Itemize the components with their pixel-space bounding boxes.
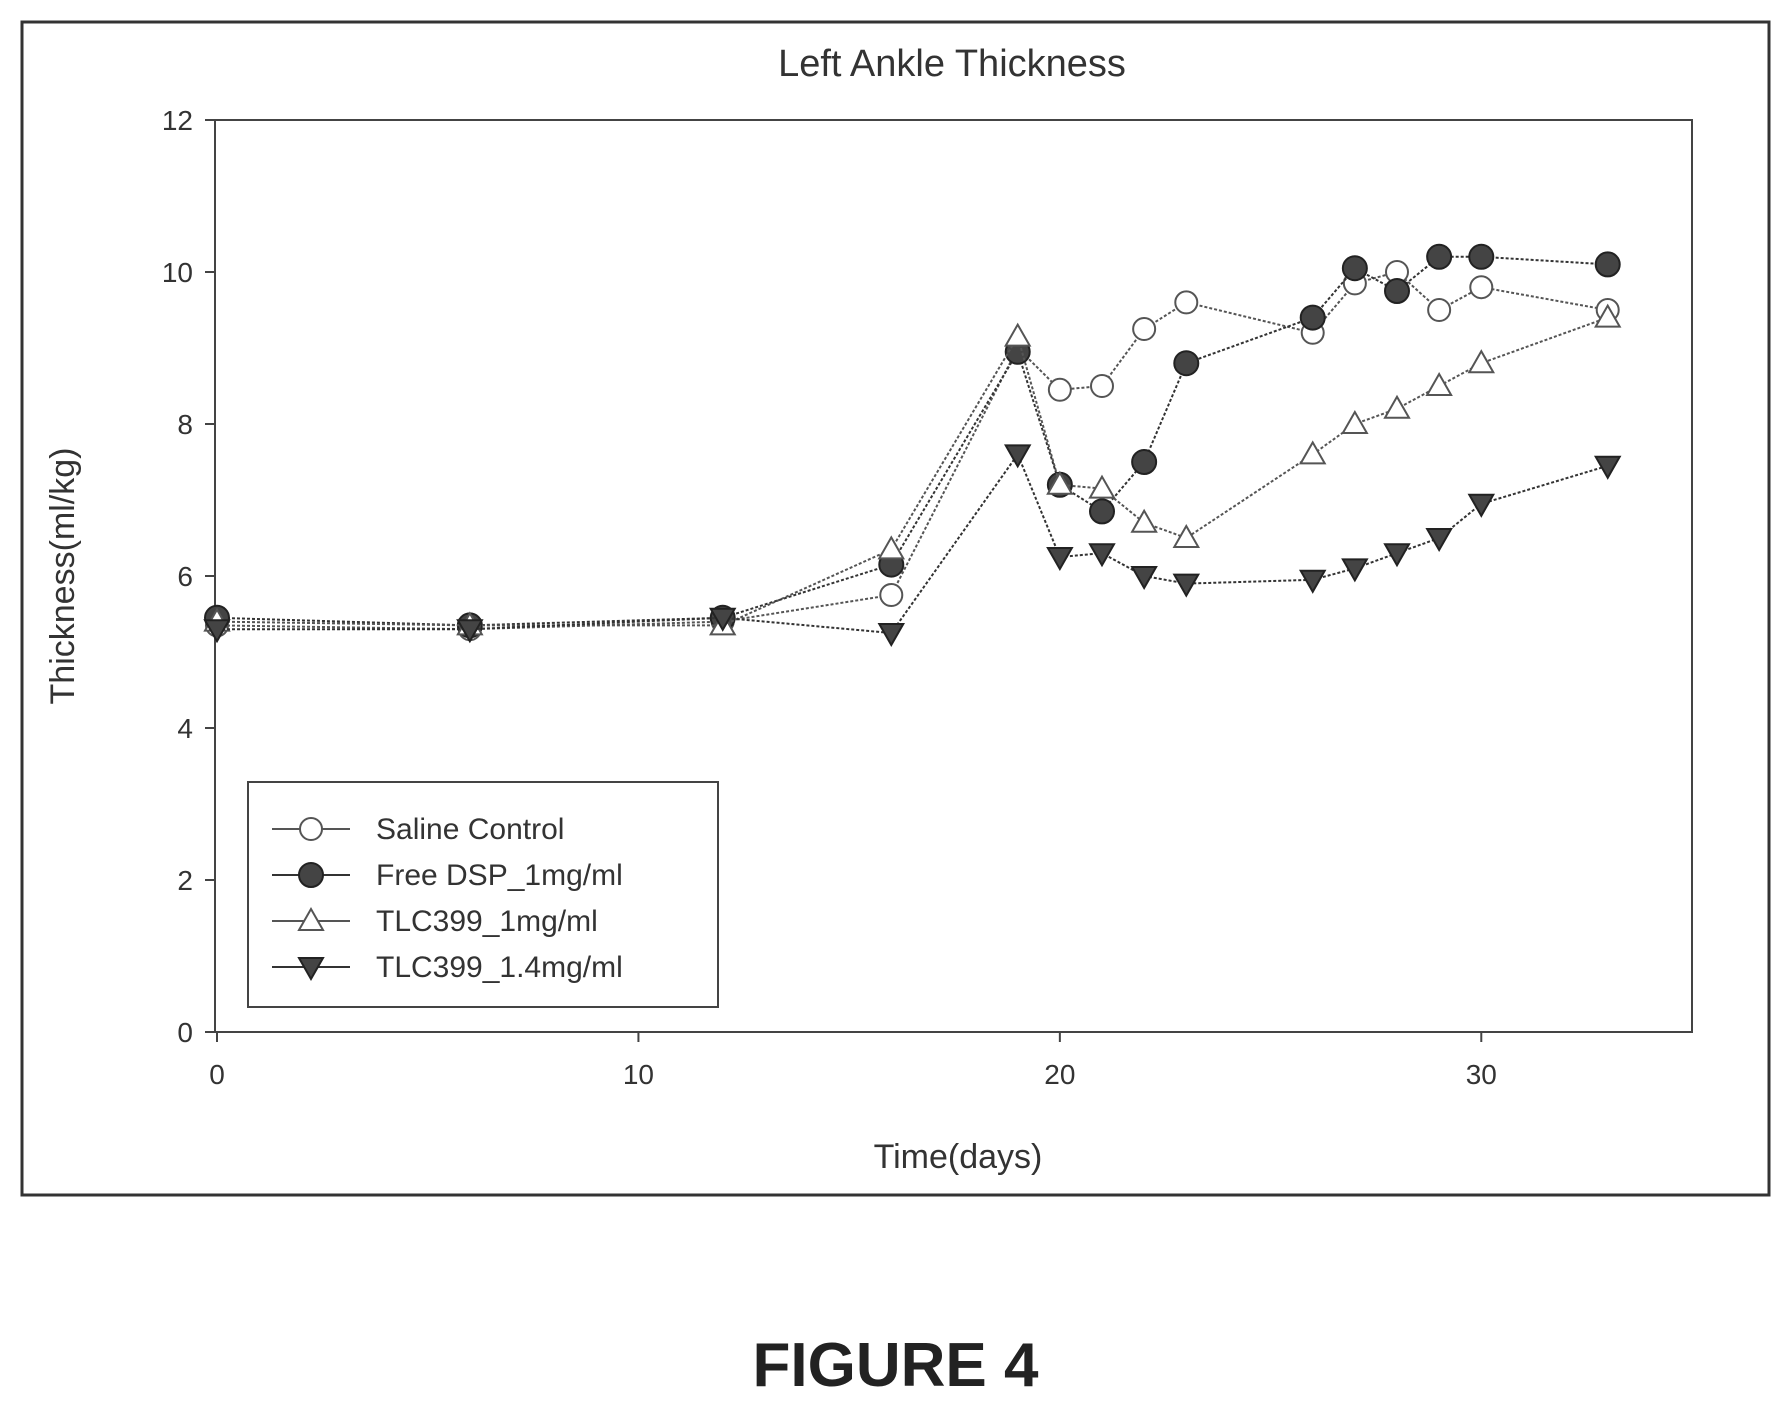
legend-item: Free DSP_1mg/ml — [272, 859, 623, 892]
data-point — [1003, 322, 1032, 347]
figure-frame — [20, 20, 1771, 1197]
legend-marker — [298, 862, 324, 888]
data-point — [708, 607, 737, 632]
data-point — [1173, 350, 1200, 377]
data-point — [1383, 394, 1411, 419]
data-point — [1046, 547, 1074, 572]
data-point — [1131, 449, 1158, 475]
legend-item: TLC399_1.4mg/ml — [272, 951, 623, 984]
data-point — [1088, 474, 1116, 499]
y-tick-label: 10 — [162, 257, 193, 288]
legend-label: TLC399_1mg/ml — [376, 905, 598, 938]
series-4 — [203, 444, 1622, 648]
data-point — [1467, 349, 1496, 374]
data-point — [877, 535, 906, 560]
data-point — [1090, 374, 1114, 398]
y-axis-label: Thickness(ml/kg) — [44, 448, 82, 705]
data-point — [1467, 493, 1496, 518]
data-point — [1341, 558, 1369, 583]
y-tick-label: 2 — [177, 865, 193, 896]
legend-box — [247, 781, 719, 1008]
data-point — [1047, 377, 1072, 402]
legend-item: Saline Control — [272, 813, 564, 846]
data-point — [1425, 528, 1453, 553]
series-line — [216, 316, 1609, 627]
data-point — [1341, 409, 1369, 434]
data-point — [1132, 317, 1157, 341]
series-1 — [205, 260, 1620, 642]
data-point — [879, 583, 904, 607]
data-point — [456, 619, 484, 644]
data-point — [1046, 470, 1074, 495]
series-line — [216, 255, 1608, 627]
data-point — [203, 619, 231, 644]
data-point — [1426, 243, 1453, 270]
legend-item: TLC399_1mg/ml — [272, 905, 598, 938]
y-tick-label: 0 — [177, 1017, 193, 1048]
legend-marker — [297, 906, 325, 931]
y-tick-label: 6 — [177, 561, 193, 592]
series-3 — [203, 303, 1622, 636]
chart-title: Left Ankle Thickness — [778, 43, 1126, 85]
x-axis-label: Time(days) — [874, 1138, 1043, 1176]
data-point — [1341, 255, 1368, 282]
legend-label: Free DSP_1mg/ml — [376, 859, 623, 892]
data-point — [1427, 298, 1452, 322]
x-tick-label: 0 — [209, 1059, 225, 1090]
data-point — [1172, 573, 1201, 598]
legend-label: TLC399_1.4mg/ml — [376, 951, 623, 984]
data-point — [1298, 440, 1327, 465]
data-point — [1593, 303, 1622, 328]
y-tick-label: 12 — [162, 105, 193, 136]
x-tick-label: 20 — [1044, 1059, 1075, 1090]
x-tick-label: 30 — [1466, 1059, 1497, 1090]
data-point — [1172, 523, 1201, 548]
data-point — [1003, 444, 1032, 469]
data-point — [877, 623, 906, 648]
series-line — [216, 270, 1608, 631]
data-point — [1469, 275, 1494, 300]
data-point — [1174, 290, 1199, 315]
data-point — [1383, 543, 1411, 568]
legend-marker — [299, 817, 323, 841]
data-point — [1593, 455, 1622, 480]
data-point — [1594, 251, 1621, 278]
figure-label: FIGURE 4 — [752, 1331, 1039, 1400]
x-tick-label: 10 — [623, 1059, 654, 1090]
series-2 — [204, 243, 1621, 639]
data-point — [1468, 243, 1495, 270]
y-tick-label: 8 — [177, 409, 193, 440]
data-point — [1088, 543, 1116, 568]
data-point — [1384, 278, 1410, 304]
y-tick-label: 4 — [177, 713, 193, 744]
data-point — [1299, 304, 1326, 331]
data-point — [1130, 508, 1158, 533]
data-point — [1089, 498, 1115, 525]
data-point — [1425, 371, 1453, 396]
legend-label: Saline Control — [376, 813, 564, 846]
data-point — [1130, 566, 1158, 591]
legend-marker — [297, 957, 325, 982]
data-point — [1298, 569, 1327, 594]
